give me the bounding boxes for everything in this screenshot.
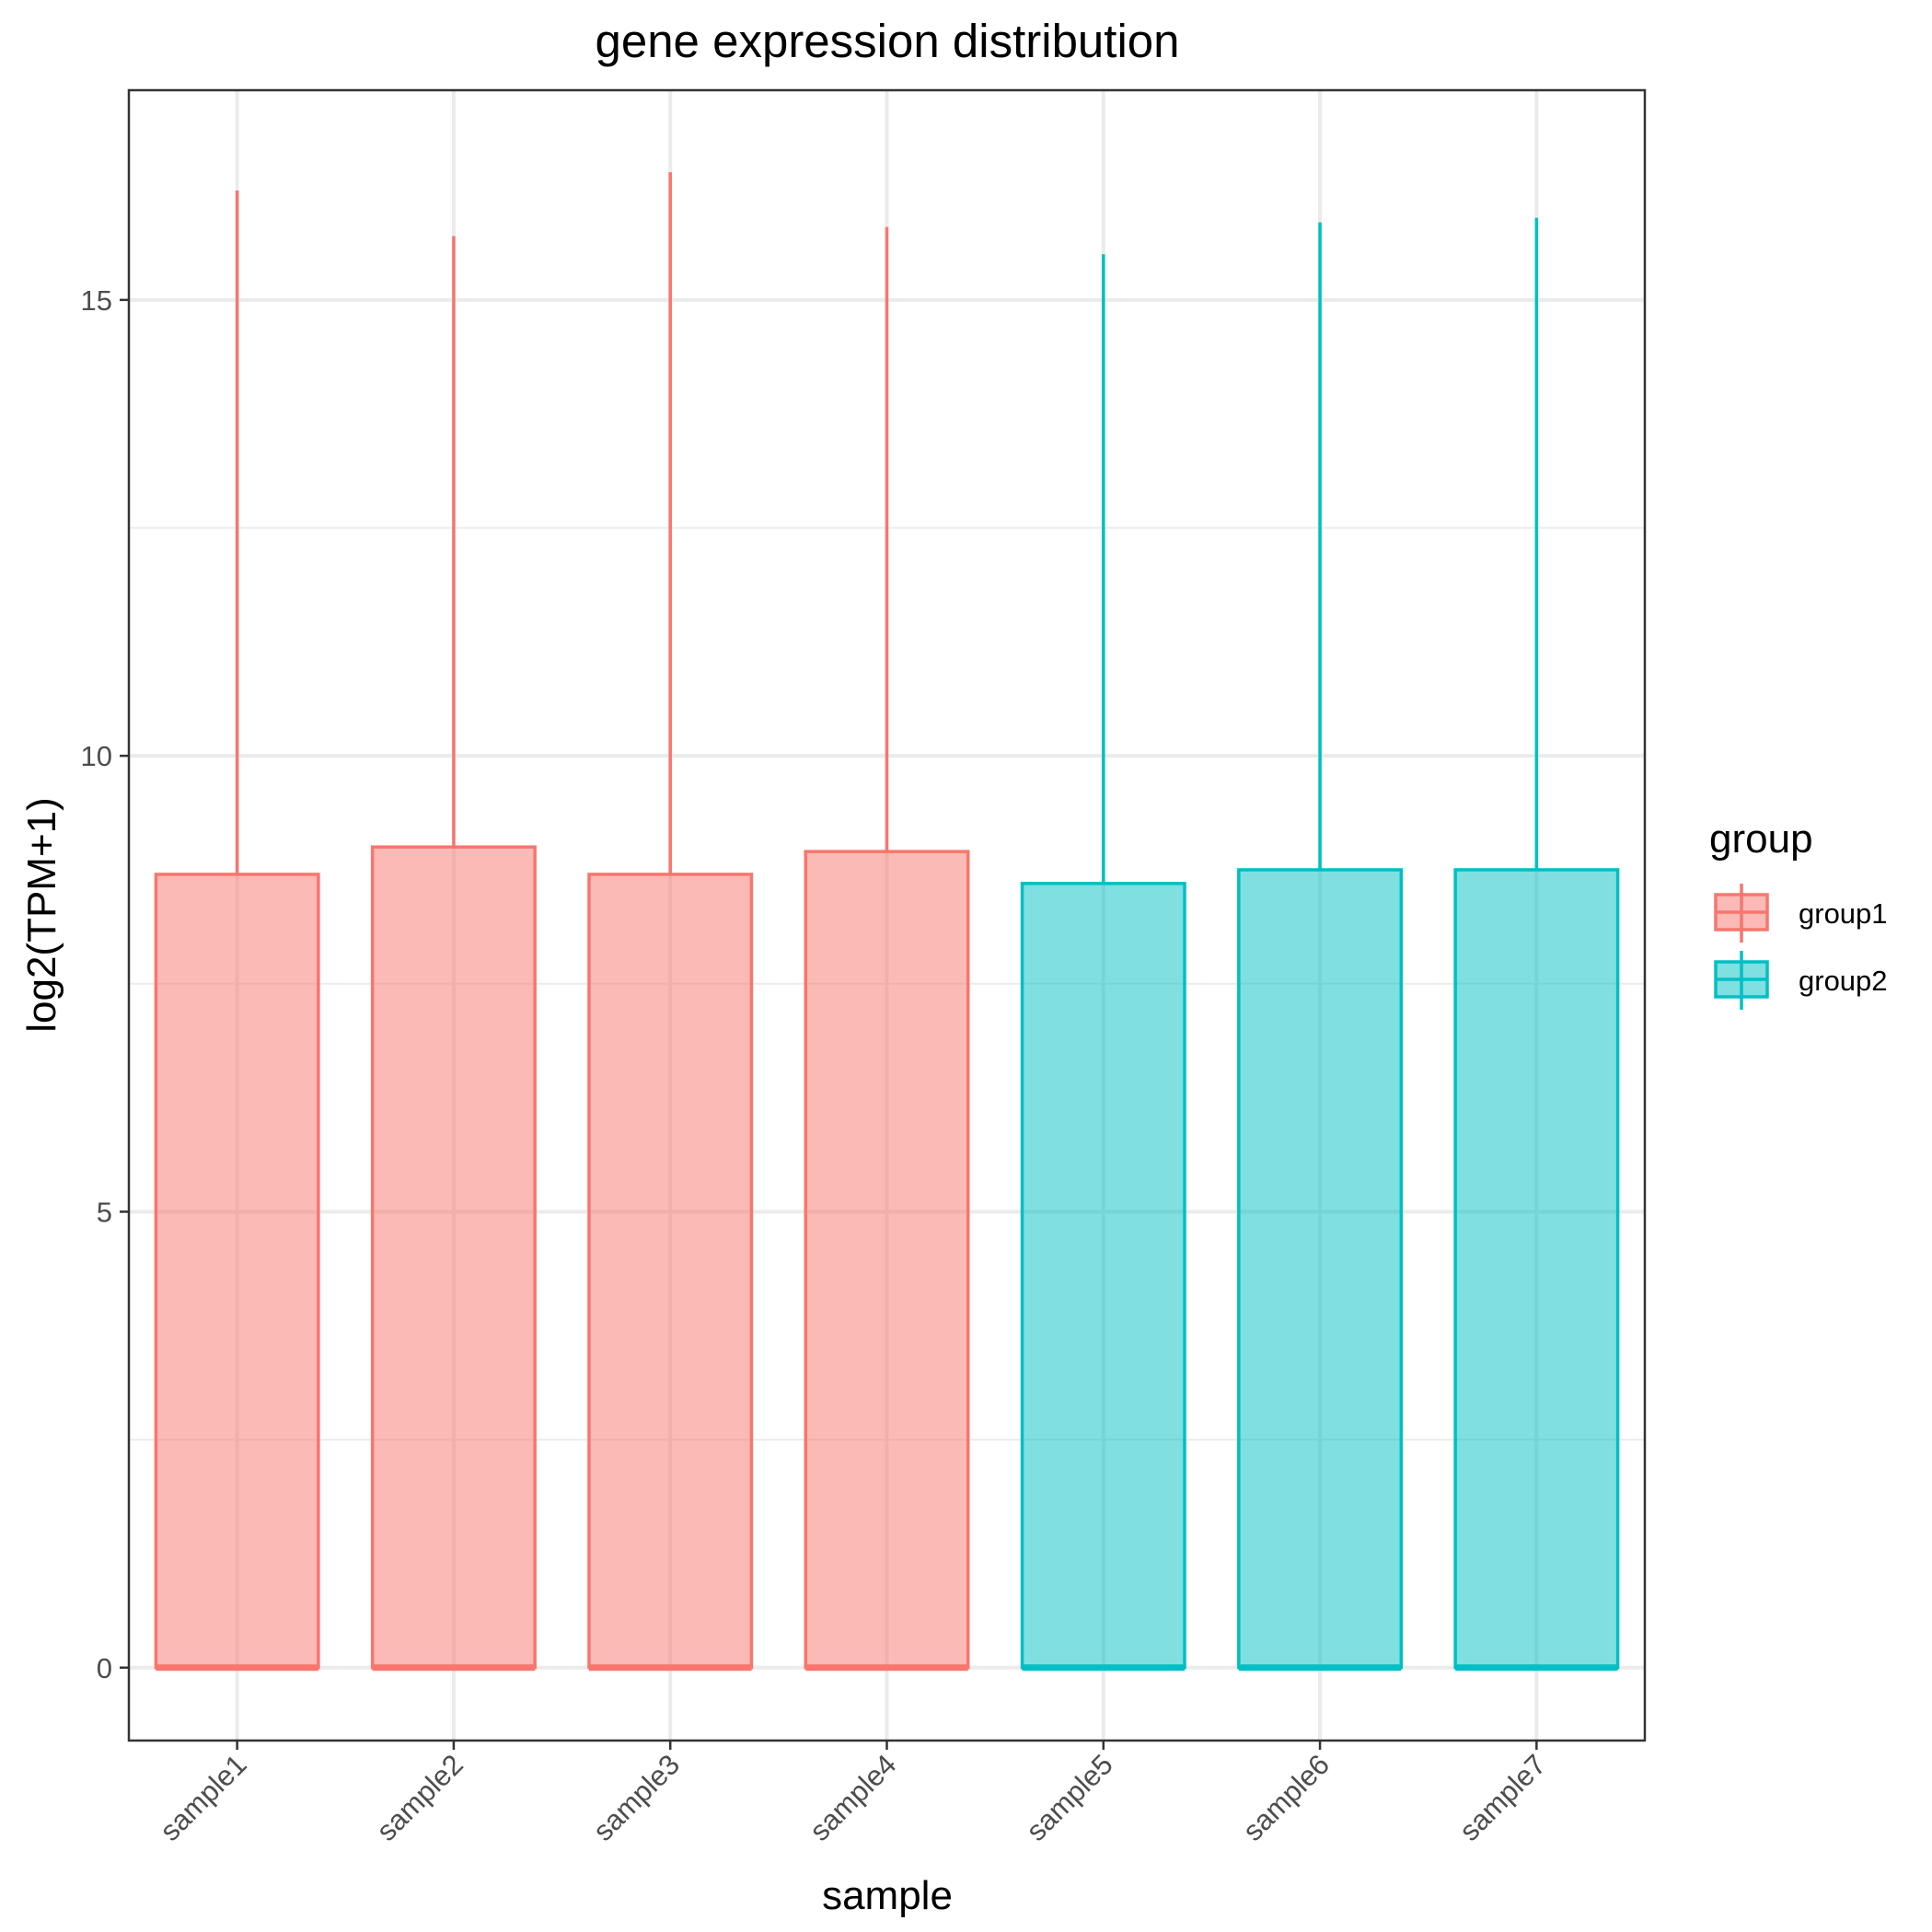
box-sample3	[587, 172, 754, 1672]
box-body	[1237, 868, 1404, 1670]
x-tick-label: sample7	[1453, 1748, 1553, 1847]
box-sample6	[1237, 222, 1404, 1672]
box-body	[1453, 868, 1620, 1670]
legend: group group1 group2	[1709, 816, 1888, 1010]
y-tick-label: 0	[97, 1652, 112, 1684]
x-axis-title: sample	[822, 1873, 953, 1918]
box-sample4	[804, 226, 970, 1672]
x-tick-label: sample1	[154, 1748, 253, 1847]
legend-item-group1: group1	[1714, 884, 1888, 943]
box-sample1	[154, 190, 320, 1672]
x-tick-label: sample3	[587, 1748, 687, 1847]
box-sample7	[1453, 217, 1620, 1672]
legend-item-group2: group2	[1714, 951, 1888, 1010]
chart-title: gene expression distribution	[595, 15, 1179, 67]
box-body	[154, 873, 320, 1670]
x-tick-label: sample4	[804, 1748, 903, 1847]
box-body	[1020, 882, 1186, 1670]
legend-label: group1	[1799, 897, 1888, 930]
box-body	[804, 850, 970, 1670]
legend-label: group2	[1799, 965, 1888, 997]
y-tick-label: 10	[81, 740, 112, 772]
x-tick-label: sample6	[1236, 1748, 1336, 1847]
x-axis: sample1 sample2 sample3 sample4 sample5 sampl…	[154, 1741, 1552, 1847]
x-tick-label: sample2	[370, 1748, 469, 1847]
legend-title: group	[1709, 816, 1813, 862]
boxes	[154, 172, 1620, 1672]
y-tick-label: 5	[97, 1196, 112, 1228]
y-tick-label: 15	[81, 284, 112, 317]
y-axis-title: log2(TPM+1)	[19, 797, 64, 1033]
x-tick-label: sample5	[1020, 1748, 1119, 1847]
box-sample5	[1020, 254, 1186, 1672]
box-body	[370, 845, 537, 1670]
y-axis: 0 5 10 15	[81, 284, 129, 1684]
box-body	[587, 873, 754, 1670]
box-sample2	[370, 236, 537, 1672]
